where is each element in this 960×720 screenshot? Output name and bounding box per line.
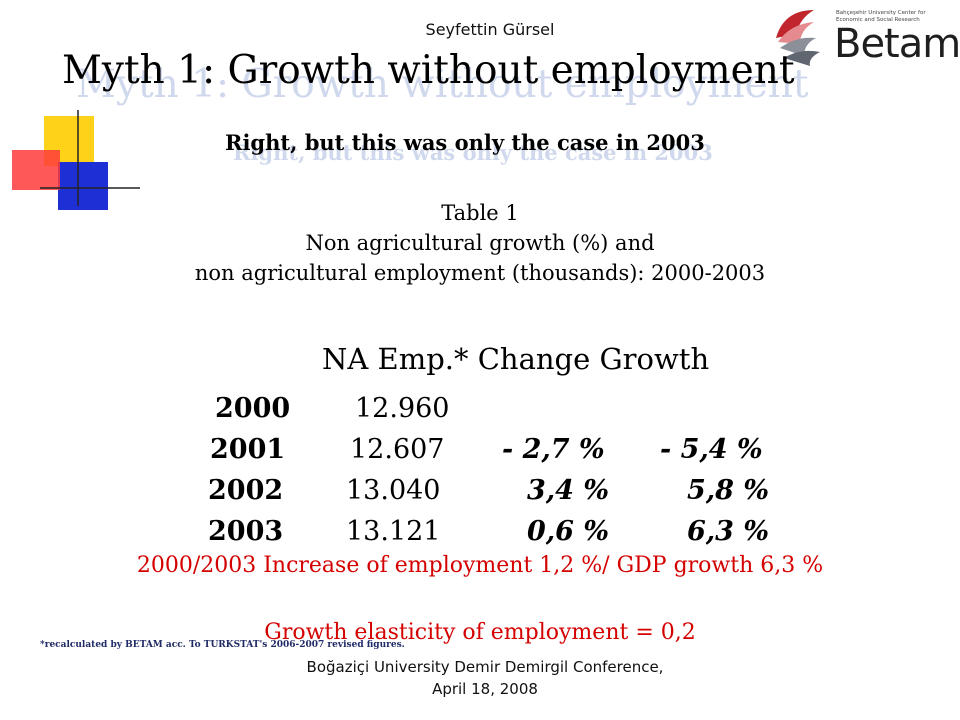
- row-employment: 12.960: [355, 393, 450, 424]
- growth-elasticity: Growth elasticity of employment = 0,2: [264, 620, 696, 645]
- table-row: 2003 13.121 0,6 % 6,3 %: [0, 516, 960, 556]
- table-row: 2002 13.040 3,4 % 5,8 %: [0, 475, 960, 515]
- table-caption-line2: Non agricultural growth (%) and: [305, 231, 655, 255]
- betam-logo-icon: [776, 10, 820, 66]
- row-change: - 2,7 %: [502, 434, 605, 465]
- row-employment: 13.121: [346, 516, 441, 547]
- row-change: 3,4 %: [527, 475, 610, 506]
- table-column-header: NA Emp.* Change Growth: [322, 342, 710, 376]
- slide-subtitle-block: Right, but this was only the case in 200…: [225, 130, 845, 170]
- slide-title-shadow: Myth 1: Growth without employment: [76, 62, 809, 107]
- row-growth: 5,8 %: [687, 475, 770, 506]
- row-year: 2003: [208, 516, 284, 547]
- table-row: 2000 12.960: [0, 393, 960, 433]
- row-growth: - 5,4 %: [660, 434, 763, 465]
- table-caption-line3: non agricultural employment (thousands):…: [194, 261, 766, 285]
- slide-title: Myth 1: Growth without employment: [62, 48, 795, 93]
- row-change: 0,6 %: [527, 516, 610, 547]
- row-year: 2000: [215, 393, 291, 424]
- table-caption: Table 1 Non agricultural growth (%) and …: [0, 198, 960, 288]
- slide-subtitle: Right, but this was only the case in 200…: [225, 130, 705, 155]
- employment-summary: 2000/2003 Increase of employment 1,2 %/ …: [136, 553, 824, 578]
- slide-subtitle-shadow: Right, but this was only the case in 200…: [233, 140, 713, 165]
- decorative-squares: [12, 110, 140, 210]
- row-employment: 12.607: [350, 434, 445, 465]
- logo-subtext: Bahçeşehir University Center for Economi…: [836, 10, 926, 23]
- logo-wordmark: Betam: [834, 21, 960, 67]
- conference-date: April 18, 2008: [432, 680, 538, 698]
- table-row: 2001 12.607 - 2,7 % - 5,4 %: [0, 434, 960, 474]
- row-employment: 13.040: [346, 475, 441, 506]
- betam-logo: Bahçeşehir University Center for Economi…: [770, 4, 960, 70]
- row-year: 2002: [208, 475, 284, 506]
- footnote: *recalculated by BETAM acc. To TURKSTAT'…: [40, 640, 405, 650]
- table-caption-line1: Table 1: [441, 201, 519, 225]
- slide-author: Seyfettin Gürsel: [425, 20, 555, 39]
- conference-name: Boğaziçi University Demir Demirgil Confe…: [306, 658, 664, 676]
- row-year: 2001: [210, 434, 286, 465]
- conference-footer: Boğaziçi University Demir Demirgil Confe…: [200, 656, 770, 700]
- row-growth: 6,3 %: [687, 516, 770, 547]
- slide-title-block: Myth 1: Growth without employment Myth 1…: [62, 48, 882, 108]
